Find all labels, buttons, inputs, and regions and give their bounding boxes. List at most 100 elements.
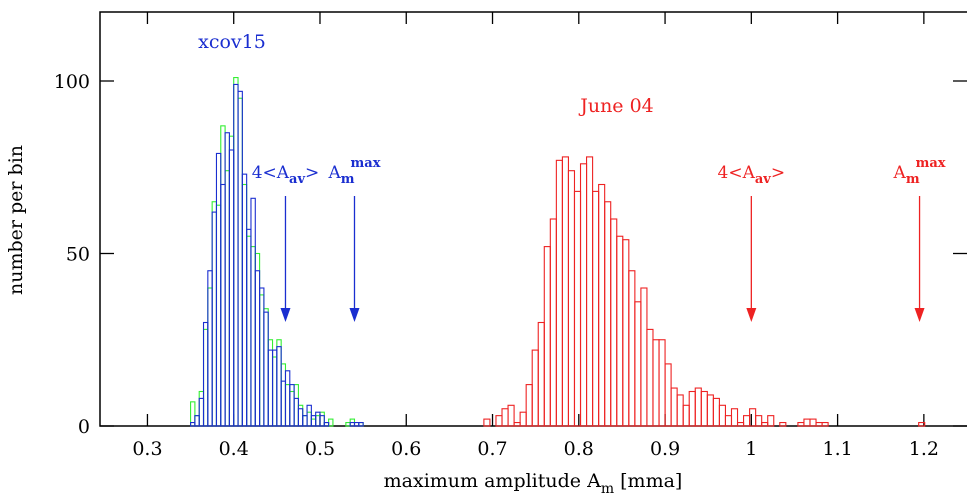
histogram-bar — [513, 421, 521, 427]
histogram-bar — [688, 390, 696, 427]
histogram-bar — [271, 356, 278, 427]
annotation-tail: > — [305, 163, 319, 183]
histogram-bar — [302, 415, 308, 427]
histogram-bar — [797, 421, 805, 427]
histogram-bar — [319, 415, 325, 427]
histogram-bar — [254, 252, 261, 427]
histogram-bar — [211, 201, 218, 427]
histogram-bar — [549, 218, 557, 427]
histogram-bar — [215, 204, 222, 427]
histogram-bar — [310, 418, 317, 427]
histogram-bar — [658, 339, 666, 427]
histogram-bar — [555, 159, 563, 427]
histogram-bar — [743, 415, 751, 427]
annotation-sup: max — [351, 156, 381, 171]
histogram-bar — [198, 390, 205, 427]
histogram-bar — [573, 190, 582, 427]
annotation: Ammax — [893, 156, 946, 187]
annotation-text: 4<A — [718, 163, 756, 183]
x-tick-label: 0.8 — [564, 438, 594, 460]
histogram-bar — [263, 311, 269, 427]
annotation-arrowhead — [914, 308, 925, 322]
histogram-bar — [250, 246, 256, 427]
histogram-bar — [543, 246, 551, 427]
series-label: June 04 — [578, 95, 654, 117]
histogram-bar — [289, 384, 295, 427]
histogram-bar — [730, 408, 739, 427]
x-tick-label: 1.1 — [822, 438, 852, 460]
x-axis-label: maximum amplitude Am [mma] — [384, 470, 683, 494]
histogram-bar — [271, 349, 278, 427]
histogram-bar — [194, 415, 200, 427]
annotation-arrowhead — [746, 308, 757, 322]
histogram-bar — [220, 183, 226, 427]
histogram-bar — [531, 349, 539, 427]
histogram-bar — [267, 349, 274, 427]
histogram-bar — [202, 328, 209, 427]
histogram-bar — [310, 415, 317, 427]
histogram-bar — [616, 235, 624, 427]
histogram-bar — [284, 370, 291, 427]
histogram-bar — [345, 421, 351, 427]
histogram-bar — [302, 415, 308, 427]
histogram-bar — [207, 270, 213, 427]
histogram-bar — [519, 411, 527, 427]
histogram-bar — [207, 287, 213, 427]
annotation-sub: av — [755, 172, 771, 187]
histogram-bar — [495, 415, 503, 427]
histogram-bar — [237, 97, 243, 427]
histogram-bar — [306, 411, 312, 427]
x-tick-label: 0.6 — [391, 438, 421, 460]
histogram-bar — [220, 125, 226, 427]
histogram-bar — [628, 270, 636, 427]
annotation-text: 4<A — [252, 163, 290, 183]
x-tick-label: 0.9 — [650, 438, 680, 460]
histogram-bar — [634, 301, 642, 427]
histogram-bar — [610, 218, 618, 427]
annotation-tail: > — [771, 163, 785, 183]
histogram-bar — [284, 384, 291, 427]
y-tick-label: 100 — [54, 71, 90, 93]
histogram-bar — [353, 421, 360, 427]
histogram-bar — [761, 421, 769, 427]
histogram-bar — [507, 404, 515, 427]
x-tick-label: 0.5 — [305, 438, 335, 460]
annotation-text: A — [893, 163, 907, 183]
histogram-bar — [579, 163, 588, 427]
histogram-bar — [259, 287, 265, 427]
histogram-bar — [537, 321, 545, 427]
histogram-bar — [604, 201, 612, 427]
annotation: Ammax — [328, 156, 381, 187]
histogram-bar — [224, 170, 230, 427]
y-axis-label: number per bin — [5, 145, 27, 295]
histogram-bar — [263, 308, 269, 427]
histogram-bar — [198, 397, 205, 427]
histogram-bar — [706, 394, 714, 427]
annotation-sub: m — [341, 172, 355, 187]
histogram-bar — [293, 397, 299, 427]
histogram-bar — [233, 83, 239, 427]
annotation-arrowhead — [280, 308, 291, 322]
histogram-bar — [224, 132, 230, 427]
histogram-bar — [289, 390, 295, 427]
histogram-bar — [237, 90, 243, 427]
x-axis-label-text: maximum amplitude A — [384, 470, 601, 492]
histogram-bar — [358, 421, 364, 427]
histogram-bar — [280, 380, 287, 427]
histogram-bar — [567, 170, 576, 427]
x-tick-label: 0.7 — [477, 438, 507, 460]
histogram-bar — [652, 339, 660, 427]
histogram-bar — [755, 415, 763, 427]
histogram-bar — [525, 384, 533, 427]
histogram-bar — [712, 397, 720, 427]
histogram-bar — [767, 415, 775, 427]
annotation: 4<Aav> — [252, 163, 320, 187]
histogram-bar — [280, 363, 287, 427]
histogram-bar — [241, 183, 248, 427]
histogram-bar — [622, 239, 630, 427]
series-label: xcov15 — [198, 31, 266, 53]
histogram-bar — [190, 421, 196, 427]
histogram-bar — [328, 418, 334, 427]
histogram-bar — [749, 408, 757, 427]
